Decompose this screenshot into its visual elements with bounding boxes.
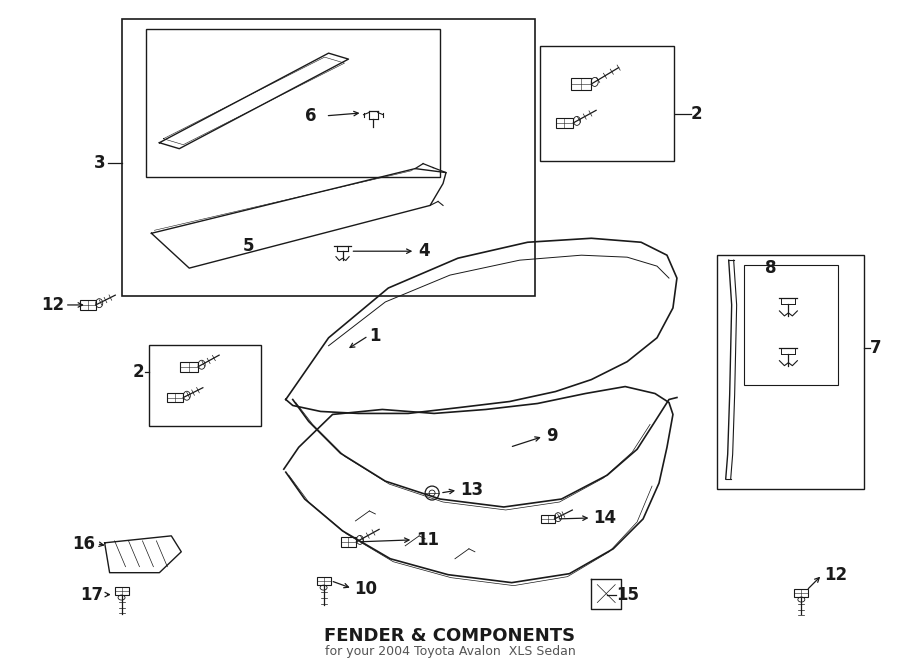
Bar — [743, 265, 838, 385]
Text: 11: 11 — [416, 531, 439, 549]
Text: 12: 12 — [40, 296, 64, 314]
Text: 2: 2 — [133, 363, 144, 381]
Text: 8: 8 — [765, 259, 776, 277]
Text: 14: 14 — [593, 509, 616, 527]
Text: 6: 6 — [305, 107, 317, 125]
Bar — [149, 345, 261, 426]
Text: 15: 15 — [616, 586, 639, 603]
Text: 3: 3 — [94, 153, 105, 172]
Text: 9: 9 — [546, 427, 558, 446]
Text: 10: 10 — [355, 580, 377, 598]
Text: 12: 12 — [824, 566, 848, 584]
Bar — [716, 255, 864, 489]
Text: 13: 13 — [460, 481, 483, 499]
Text: 7: 7 — [870, 338, 882, 357]
Text: 17: 17 — [80, 586, 104, 603]
Bar — [540, 46, 674, 161]
Text: 4: 4 — [418, 242, 430, 260]
Text: 2: 2 — [691, 105, 703, 123]
Text: FENDER & COMPONENTS: FENDER & COMPONENTS — [324, 627, 576, 645]
Bar — [122, 19, 535, 296]
Text: 5: 5 — [243, 237, 255, 255]
Bar — [147, 29, 440, 176]
Text: 1: 1 — [370, 327, 381, 345]
Text: for your 2004 Toyota Avalon  XLS Sedan: for your 2004 Toyota Avalon XLS Sedan — [325, 645, 575, 658]
Text: 16: 16 — [73, 535, 95, 553]
